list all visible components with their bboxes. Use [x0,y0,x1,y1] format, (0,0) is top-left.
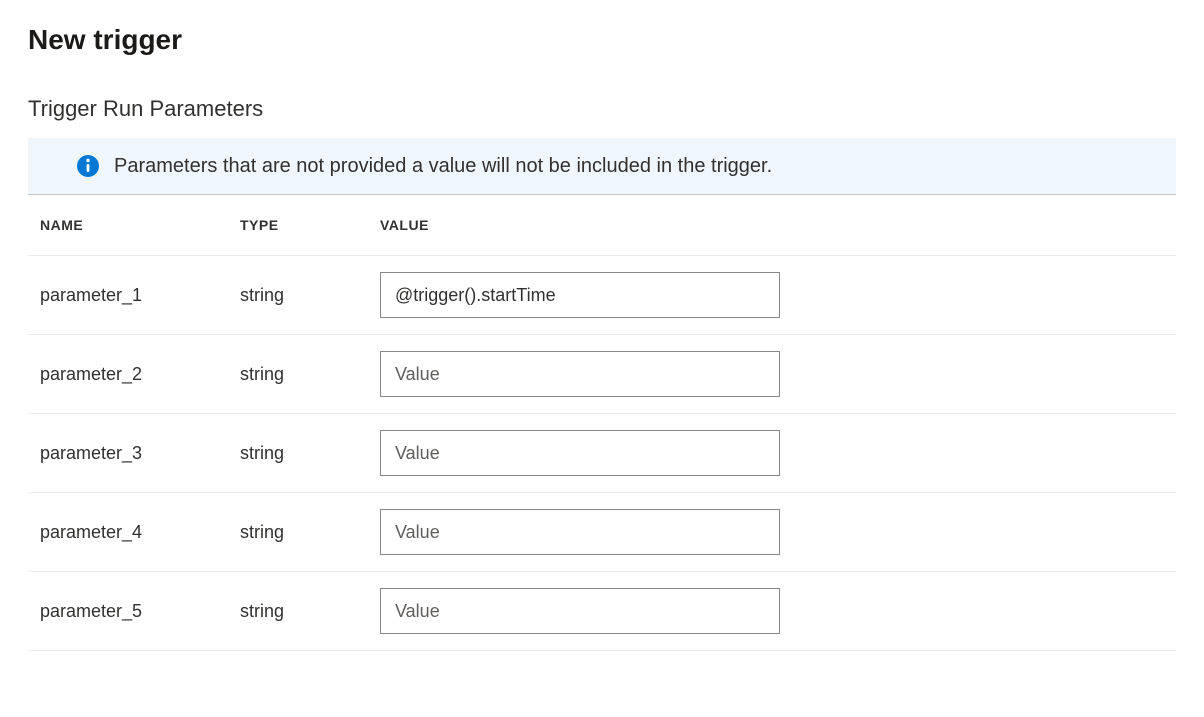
param-value-cell [368,493,1176,572]
table-row: parameter_4 string [28,493,1176,572]
param-name-cell: parameter_2 [28,335,228,414]
param-value-cell [368,414,1176,493]
param-type-cell: string [228,572,368,651]
param-value-input[interactable] [380,588,780,634]
param-value-input[interactable] [380,351,780,397]
table-row: parameter_1 string [28,256,1176,335]
table-row: parameter_2 string [28,335,1176,414]
info-icon [76,154,100,178]
section-title: Trigger Run Parameters [28,96,1176,122]
table-row: parameter_3 string [28,414,1176,493]
param-name-cell: parameter_1 [28,256,228,335]
param-name-cell: parameter_5 [28,572,228,651]
param-name-cell: parameter_3 [28,414,228,493]
param-value-cell [368,335,1176,414]
column-header-name: NAME [28,195,228,256]
table-row: parameter_5 string [28,572,1176,651]
param-type-cell: string [228,493,368,572]
info-banner: Parameters that are not provided a value… [28,138,1176,195]
param-type-cell: string [228,335,368,414]
param-type-cell: string [228,256,368,335]
param-value-input[interactable] [380,509,780,555]
param-type-cell: string [228,414,368,493]
param-value-input[interactable] [380,430,780,476]
param-name-cell: parameter_4 [28,493,228,572]
param-value-cell [368,256,1176,335]
info-banner-message: Parameters that are not provided a value… [114,155,772,178]
param-value-cell [368,572,1176,651]
param-value-input[interactable] [380,272,780,318]
page-title: New trigger [28,24,1176,56]
table-header-row: NAME TYPE VALUE [28,195,1176,256]
column-header-type: TYPE [228,195,368,256]
column-header-value: VALUE [368,195,1176,256]
parameters-table: NAME TYPE VALUE parameter_1 string param… [28,195,1176,651]
